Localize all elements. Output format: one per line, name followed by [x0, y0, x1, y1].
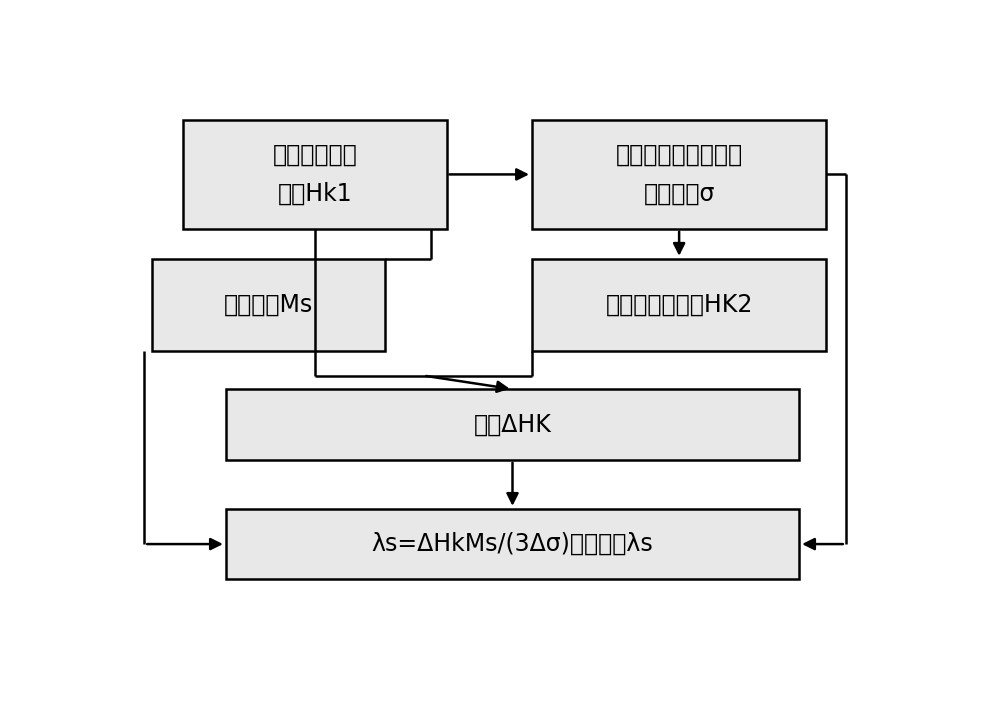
Bar — [183, 120, 447, 229]
Text: λs=ΔHkMs/(3Δσ)，计算出λs: λs=ΔHkMs/(3Δσ)，计算出λs — [372, 532, 653, 556]
Text: 柔性薄膜Ms: 柔性薄膜Ms — [224, 293, 313, 317]
Text: 得出ΔHK: 得出ΔHK — [474, 412, 551, 436]
Bar — [532, 120, 826, 229]
Bar — [152, 258, 385, 351]
Bar — [226, 389, 799, 460]
Bar — [226, 509, 799, 580]
Bar — [532, 258, 826, 351]
Text: 施加应力σ: 施加应力σ — [643, 182, 715, 206]
Text: 薄膜Hk1: 薄膜Hk1 — [278, 182, 352, 206]
Text: 应力下测试薄膜HK2: 应力下测试薄膜HK2 — [605, 293, 753, 317]
Text: 利用模具对柔性薄膜: 利用模具对柔性薄膜 — [616, 143, 743, 167]
Text: 无应力下测试: 无应力下测试 — [272, 143, 357, 167]
